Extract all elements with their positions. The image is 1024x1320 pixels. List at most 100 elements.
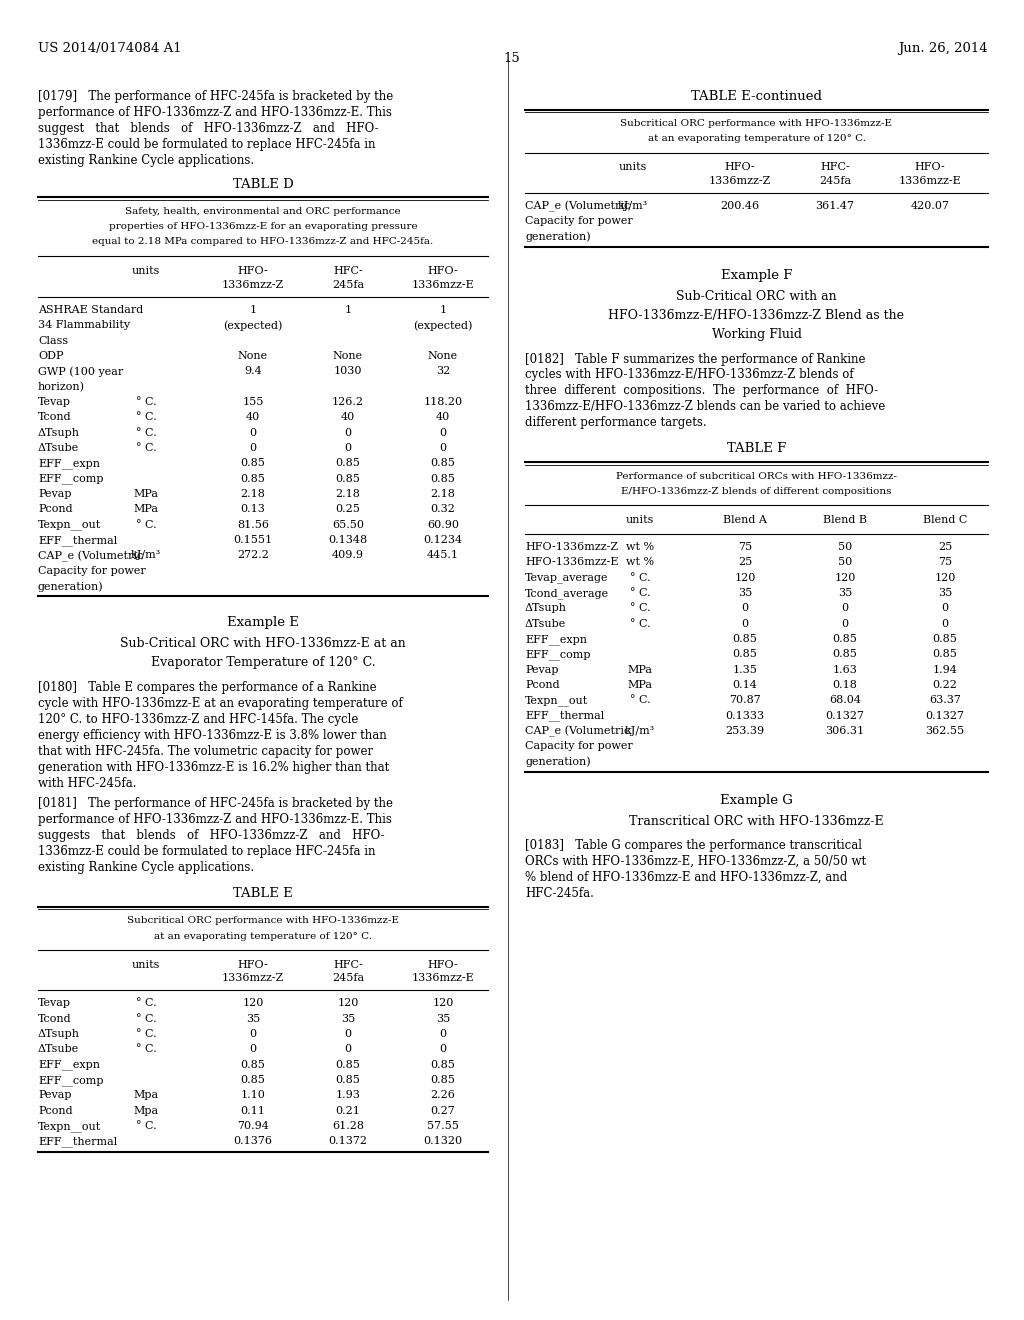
Text: [0183]   Table G compares the performance transcritical: [0183] Table G compares the performance … [525,840,862,853]
Text: (expected): (expected) [414,321,473,331]
Text: HFC-: HFC- [333,960,362,970]
Text: 40: 40 [436,412,451,422]
Text: Pevap: Pevap [38,488,72,499]
Text: 445.1: 445.1 [427,550,459,560]
Text: 120° C. to HFO-1336mzz-Z and HFC-145fa. The cycle: 120° C. to HFO-1336mzz-Z and HFC-145fa. … [38,713,358,726]
Text: Mpa: Mpa [133,1090,159,1101]
Text: 0: 0 [941,603,948,614]
Text: 362.55: 362.55 [926,726,965,737]
Text: 0.85: 0.85 [241,1060,265,1069]
Text: 1336mzz-Z: 1336mzz-Z [709,176,771,186]
Text: 120: 120 [337,998,358,1008]
Text: Safety, health, environmental and ORC performance: Safety, health, environmental and ORC pe… [125,207,400,216]
Text: 32: 32 [436,366,451,376]
Text: Sub-Critical ORC with an: Sub-Critical ORC with an [676,290,837,304]
Text: 0: 0 [250,444,257,453]
Text: 1.93: 1.93 [336,1090,360,1101]
Text: units: units [618,162,647,173]
Text: Blend A: Blend A [723,515,767,525]
Text: Working Fluid: Working Fluid [712,327,802,341]
Text: 35: 35 [341,1014,355,1023]
Text: Sub-Critical ORC with HFO-1336mzz-E at an: Sub-Critical ORC with HFO-1336mzz-E at a… [120,638,406,651]
Text: Texpn__out: Texpn__out [38,520,101,531]
Text: suggest   that   blends   of   HFO-1336mzz-Z   and   HFO-: suggest that blends of HFO-1336mzz-Z and… [38,121,379,135]
Text: units: units [626,515,654,525]
Text: Pcond: Pcond [38,1106,73,1115]
Text: 0: 0 [439,444,446,453]
Text: Tevap_average: Tevap_average [525,573,608,583]
Text: HFO-1336mzz-Z: HFO-1336mzz-Z [525,543,618,552]
Text: MPa: MPa [133,488,159,499]
Text: 70.87: 70.87 [729,696,761,705]
Text: 0: 0 [741,603,749,614]
Text: 0.18: 0.18 [833,680,857,690]
Text: CAP_e (Volumetric: CAP_e (Volumetric [525,726,630,738]
Text: HFO-: HFO- [238,267,268,276]
Text: ° C.: ° C. [630,603,650,614]
Text: HFO-1336mzz-E/HFO-1336mzz-Z Blend as the: HFO-1336mzz-E/HFO-1336mzz-Z Blend as the [608,309,904,322]
Text: HFO-: HFO- [725,162,756,173]
Text: None: None [333,351,364,360]
Text: 118.20: 118.20 [424,397,463,407]
Text: energy efficiency with HFO-1336mzz-E is 3.8% lower than: energy efficiency with HFO-1336mzz-E is … [38,729,387,742]
Text: Texpn__out: Texpn__out [38,1121,101,1131]
Text: 0.85: 0.85 [833,634,857,644]
Text: MPa: MPa [628,665,652,675]
Text: 0.85: 0.85 [336,1060,360,1069]
Text: ° C.: ° C. [136,444,157,453]
Text: 0.85: 0.85 [241,474,265,483]
Text: 25: 25 [938,543,952,552]
Text: EFF__expn: EFF__expn [38,1060,100,1071]
Text: 0.85: 0.85 [336,458,360,469]
Text: 0.1327: 0.1327 [825,710,864,721]
Text: 1336mzz-E could be formulated to replace HFC-245fa in: 1336mzz-E could be formulated to replace… [38,137,376,150]
Text: 0.22: 0.22 [933,680,957,690]
Text: 0.1372: 0.1372 [329,1137,368,1146]
Text: EFF__comp: EFF__comp [38,474,103,484]
Text: 272.2: 272.2 [238,550,269,560]
Text: 0: 0 [741,619,749,628]
Text: 0.85: 0.85 [732,649,758,660]
Text: 25: 25 [738,557,752,568]
Text: 420.07: 420.07 [910,201,949,211]
Text: 40: 40 [341,412,355,422]
Text: ° C.: ° C. [136,1044,157,1055]
Text: 75: 75 [938,557,952,568]
Text: 120: 120 [835,573,856,582]
Text: 61.28: 61.28 [332,1121,364,1131]
Text: ΔTsube: ΔTsube [38,444,79,453]
Text: Blend B: Blend B [823,515,867,525]
Text: 155: 155 [243,397,264,407]
Text: Capacity for power: Capacity for power [38,566,145,576]
Text: 0.85: 0.85 [933,649,957,660]
Text: Texpn__out: Texpn__out [525,696,588,706]
Text: wt %: wt % [626,557,654,568]
Text: 0.1234: 0.1234 [424,535,463,545]
Text: ° C.: ° C. [136,1121,157,1131]
Text: ° C.: ° C. [630,619,650,628]
Text: Subcritical ORC performance with HFO-1336mzz-E: Subcritical ORC performance with HFO-133… [621,119,893,128]
Text: cycles with HFO-1336mzz-E/HFO-1336mzz-Z blends of: cycles with HFO-1336mzz-E/HFO-1336mzz-Z … [525,368,854,381]
Text: EFF__expn: EFF__expn [38,458,100,469]
Text: 1030: 1030 [334,366,362,376]
Text: E/HFO-1336mzz-Z blends of different compositions: E/HFO-1336mzz-Z blends of different comp… [622,487,892,495]
Text: 0: 0 [344,1030,351,1039]
Text: 2.26: 2.26 [430,1090,456,1101]
Text: ΔTsuph: ΔTsuph [38,428,80,438]
Text: ΔTsube: ΔTsube [38,1044,79,1055]
Text: EFF__comp: EFF__comp [38,1074,103,1086]
Text: 1336mzz-E: 1336mzz-E [412,280,474,289]
Text: HFC-: HFC- [820,162,850,173]
Text: 63.37: 63.37 [929,696,961,705]
Text: [0181]   The performance of HFC-245fa is bracketed by the: [0181] The performance of HFC-245fa is b… [38,797,393,810]
Text: HFO-: HFO- [914,162,945,173]
Text: 0.11: 0.11 [241,1106,265,1115]
Text: 9.4: 9.4 [244,366,262,376]
Text: None: None [428,351,458,360]
Text: 245fa: 245fa [819,176,851,186]
Text: HFO-1336mzz-E: HFO-1336mzz-E [525,557,618,568]
Text: 0.85: 0.85 [430,474,456,483]
Text: kJ/m³: kJ/m³ [131,550,161,560]
Text: EFF__expn: EFF__expn [525,634,587,644]
Text: 0: 0 [439,428,446,438]
